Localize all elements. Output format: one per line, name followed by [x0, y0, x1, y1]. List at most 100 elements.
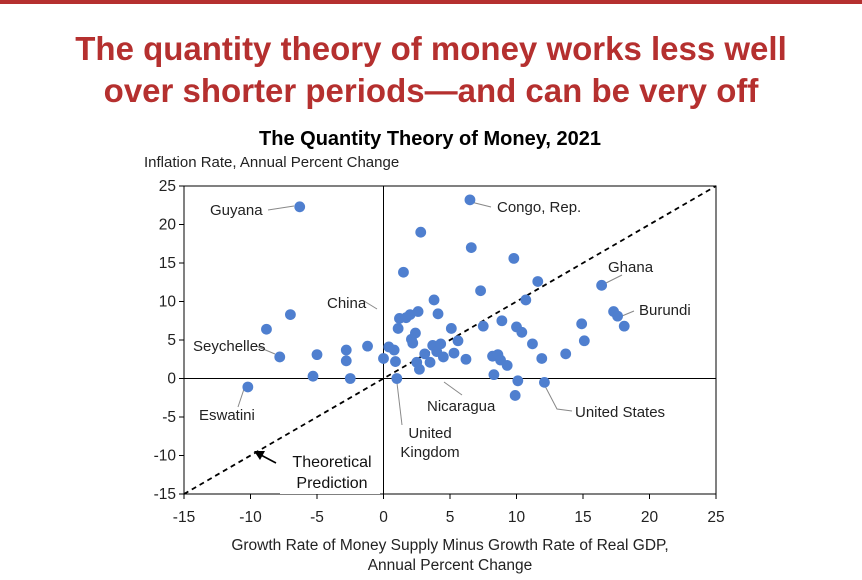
- data-point: [539, 376, 550, 388]
- x-axis-label-line-1: Growth Rate of Money Supply Minus Growth…: [231, 537, 669, 554]
- data-point: [388, 344, 400, 356]
- y-tick-label: 0: [167, 371, 176, 388]
- annotation-leader-line: [443, 381, 463, 396]
- annotation-leader-line: [603, 274, 623, 285]
- data-point: [415, 226, 427, 238]
- annotation-label: United States: [575, 404, 665, 421]
- data-point: [618, 320, 630, 332]
- annotation-label-line-2: Kingdom: [400, 444, 459, 461]
- data-point: [435, 338, 447, 350]
- data-point: [261, 323, 272, 335]
- data-point: [512, 375, 524, 387]
- data-point: [274, 351, 286, 363]
- data-point: [576, 318, 588, 330]
- slide-headline-line-1: The quantity theory of money works less …: [75, 30, 787, 67]
- prediction-label-line-1: Theoretical: [292, 454, 371, 471]
- data-point: [378, 353, 389, 364]
- y-tick-label: -5: [162, 409, 176, 426]
- annotation-label: Ghana: [608, 259, 654, 276]
- data-point: [501, 360, 513, 371]
- x-tick-label: 0: [379, 509, 388, 526]
- data-point: [509, 390, 521, 401]
- prediction-label-background: [280, 449, 380, 494]
- annotation-label: Congo, Rep.: [497, 199, 581, 216]
- y-tick-label: 15: [159, 255, 176, 272]
- data-point: [285, 309, 296, 320]
- x-axis-label-line-2: Annual Percent Change: [367, 557, 533, 574]
- x-tick-label: 25: [707, 509, 724, 526]
- data-point: [477, 320, 489, 332]
- data-point: [362, 340, 373, 352]
- data-point: [414, 363, 425, 375]
- annotation-label: Eswatini: [199, 407, 255, 424]
- data-point: [475, 285, 486, 297]
- data-point: [340, 344, 352, 356]
- annotation-label: Nicaragua: [427, 398, 496, 415]
- annotation-leader-line: [621, 310, 635, 317]
- data-point: [410, 327, 421, 339]
- data-point: [432, 308, 444, 320]
- annotation-label: Seychelles: [193, 338, 266, 355]
- y-tick-label: 25: [159, 178, 176, 195]
- data-point: [452, 335, 464, 347]
- y-tick-label: 10: [159, 294, 177, 311]
- data-point: [419, 348, 431, 360]
- data-point: [340, 355, 352, 367]
- chart-title: The Quantity Theory of Money, 2021: [259, 128, 601, 150]
- data-point: [520, 294, 532, 306]
- data-point: [596, 279, 608, 291]
- data-point: [311, 349, 323, 361]
- data-point: [508, 252, 520, 264]
- data-point: [488, 369, 500, 381]
- top-accent-line: [0, 0, 862, 4]
- data-point: [460, 353, 472, 365]
- x-tick-label: 10: [508, 509, 526, 526]
- prediction-label-line-2: Prediction: [296, 475, 367, 492]
- data-point: [437, 351, 449, 363]
- annotation-leader-line: [237, 388, 245, 408]
- data-point: [445, 323, 457, 334]
- data-point: [390, 356, 401, 367]
- annotation-leader-line: [255, 345, 276, 355]
- data-point: [496, 315, 508, 327]
- data-point: [464, 194, 476, 206]
- annotation-label: China: [327, 295, 367, 312]
- data-point: [612, 310, 623, 322]
- data-point: [465, 242, 477, 254]
- annotation-label: Guyana: [210, 202, 263, 219]
- data-point: [424, 356, 436, 368]
- data-point: [391, 373, 403, 384]
- y-tick-label: 20: [159, 217, 177, 234]
- slide-headline-line-2: over shorter periods—and can be very off: [103, 72, 759, 109]
- y-tick-label: -10: [154, 448, 177, 465]
- data-point: [536, 353, 548, 364]
- annotation-leader-line: [396, 382, 403, 426]
- data-point: [294, 201, 306, 213]
- x-tick-label: 5: [446, 509, 455, 526]
- annotation-leader-line: [544, 385, 573, 412]
- data-point: [532, 276, 544, 287]
- theoretical-prediction-line: [183, 185, 717, 495]
- annotation-label-line-1: United: [408, 425, 451, 442]
- data-point: [448, 347, 460, 359]
- annotation-leader-line: [267, 205, 295, 211]
- annotation-leader-line: [363, 300, 378, 310]
- x-tick-label: 20: [641, 509, 659, 526]
- data-point: [412, 306, 424, 317]
- prediction-arrow-head: [254, 451, 265, 460]
- y-tick-label: 5: [167, 332, 176, 349]
- data-point: [527, 338, 538, 350]
- x-tick-label: -10: [239, 509, 262, 526]
- annotation-label: Burundi: [639, 302, 691, 319]
- data-point: [242, 381, 254, 393]
- y-axis-label: Inflation Rate, Annual Percent Change: [144, 154, 400, 171]
- data-point: [560, 348, 572, 360]
- data-point: [307, 370, 319, 382]
- data-point: [516, 326, 528, 338]
- x-tick-label: -5: [310, 509, 324, 526]
- data-point: [392, 323, 404, 334]
- data-point: [428, 294, 440, 306]
- y-tick-label: -15: [154, 486, 176, 503]
- x-tick-label: 15: [574, 509, 591, 526]
